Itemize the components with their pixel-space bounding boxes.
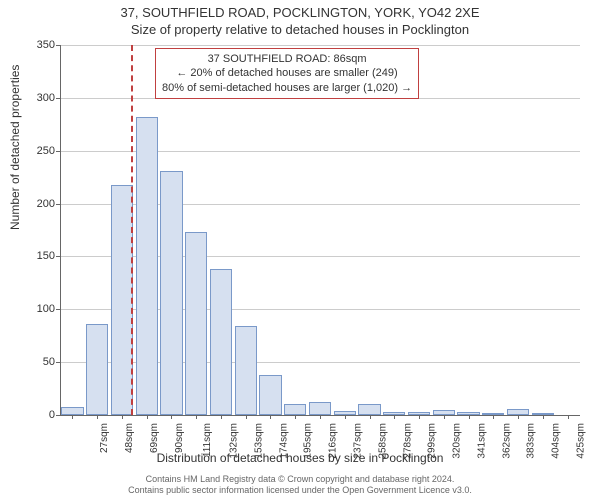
y-tick <box>56 204 60 205</box>
footer-line1: Contains HM Land Registry data © Crown c… <box>0 474 600 485</box>
x-tick <box>568 415 569 419</box>
histogram-bar <box>284 404 306 415</box>
x-tick <box>518 415 519 419</box>
x-axis-label: Distribution of detached houses by size … <box>0 451 600 465</box>
histogram-bar <box>136 117 158 415</box>
marker-line <box>131 45 133 415</box>
y-axis-line <box>60 45 61 415</box>
x-tick <box>345 415 346 419</box>
x-tick <box>147 415 148 419</box>
y-tick <box>56 415 60 416</box>
info-box-line: 37 SOUTHFIELD ROAD: 86sqm <box>162 52 412 66</box>
x-tick <box>469 415 470 419</box>
chart-title-line1: 37, SOUTHFIELD ROAD, POCKLINGTON, YORK, … <box>0 5 600 20</box>
x-tick <box>72 415 73 419</box>
x-tick <box>543 415 544 419</box>
y-tick-label: 250 <box>15 145 55 157</box>
histogram-bar <box>160 171 182 415</box>
grid-line <box>60 45 580 46</box>
x-tick <box>246 415 247 419</box>
histogram-bar <box>210 269 232 415</box>
histogram-bar <box>61 407 83 415</box>
x-tick-label: 27sqm <box>99 423 110 453</box>
histogram-bar <box>86 324 108 415</box>
y-tick <box>56 151 60 152</box>
y-tick-label: 0 <box>15 409 55 421</box>
footer-line2: Contains public sector information licen… <box>0 485 600 496</box>
footer-text: Contains HM Land Registry data © Crown c… <box>0 474 600 496</box>
x-tick <box>320 415 321 419</box>
x-tick <box>122 415 123 419</box>
x-tick <box>196 415 197 419</box>
y-tick-label: 350 <box>15 39 55 51</box>
x-tick <box>221 415 222 419</box>
x-tick <box>394 415 395 419</box>
y-tick <box>56 362 60 363</box>
chart-container: 37, SOUTHFIELD ROAD, POCKLINGTON, YORK, … <box>0 0 600 500</box>
info-box: 37 SOUTHFIELD ROAD: 86sqm← 20% of detach… <box>155 48 419 99</box>
plot-area: 37 SOUTHFIELD ROAD: 86sqm← 20% of detach… <box>60 45 580 415</box>
x-tick <box>370 415 371 419</box>
info-box-line: ← 20% of detached houses are smaller (24… <box>162 66 412 80</box>
histogram-bar <box>185 232 207 415</box>
chart-title-line2: Size of property relative to detached ho… <box>0 22 600 37</box>
y-tick <box>56 98 60 99</box>
y-tick <box>56 309 60 310</box>
x-tick <box>295 415 296 419</box>
x-tick <box>419 415 420 419</box>
y-tick <box>56 256 60 257</box>
x-tick <box>171 415 172 419</box>
histogram-bar <box>358 404 380 415</box>
x-tick <box>270 415 271 419</box>
x-tick-label: 90sqm <box>174 423 185 453</box>
x-tick-label: 48sqm <box>124 423 135 453</box>
x-tick <box>493 415 494 419</box>
y-tick-label: 50 <box>15 356 55 368</box>
info-box-line: 80% of semi-detached houses are larger (… <box>162 81 412 95</box>
y-tick-label: 200 <box>15 198 55 210</box>
y-tick-label: 300 <box>15 92 55 104</box>
x-tick-label: 69sqm <box>149 423 160 453</box>
histogram-bar <box>309 402 331 415</box>
y-tick <box>56 45 60 46</box>
histogram-bar <box>111 185 133 415</box>
y-tick-label: 100 <box>15 303 55 315</box>
histogram-bar <box>259 375 281 415</box>
x-tick <box>97 415 98 419</box>
x-tick <box>444 415 445 419</box>
y-tick-label: 150 <box>15 250 55 262</box>
histogram-bar <box>235 326 257 415</box>
